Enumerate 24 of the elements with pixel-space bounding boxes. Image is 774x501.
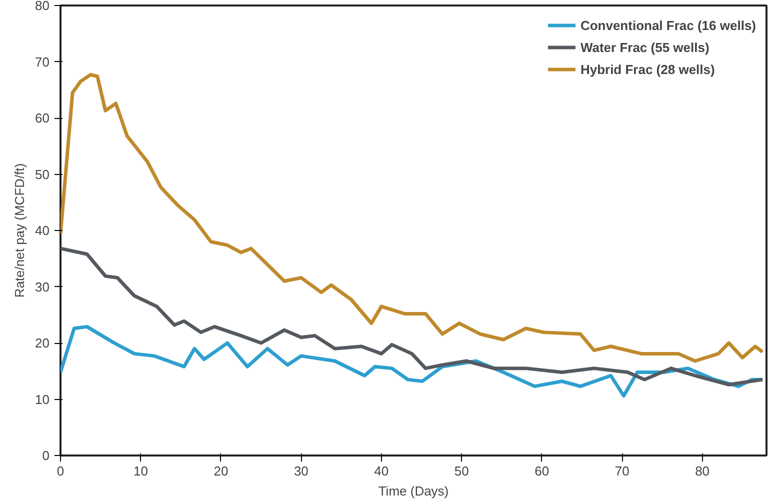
y-tick-label: 60: [35, 110, 50, 126]
x-tick-label: 70: [614, 464, 630, 478]
x-tick-label: 20: [214, 464, 228, 478]
x-tick-label: 50: [454, 464, 469, 478]
x-tick-label: 80: [695, 464, 710, 478]
y-axis-title: Rate/net pay (MCFD/ft): [12, 163, 28, 298]
x-tick-label: 0: [56, 464, 64, 478]
x-tick-label: 30: [294, 464, 308, 478]
x-axis-title: Time (Days): [378, 484, 449, 498]
x-tick-label: 40: [374, 464, 389, 478]
y-tick-label: 0: [42, 448, 50, 463]
line-series: [60, 246, 764, 386]
y-tick-label: 20: [35, 336, 50, 350]
legend-label: Water Frac (55 wells): [580, 40, 710, 54]
y-tick-label: 70: [35, 54, 50, 70]
y-tick-label: 40: [35, 223, 50, 238]
y-tick-label: 10: [35, 392, 50, 407]
legend-label: Hybrid Frac (28 wells): [580, 62, 715, 76]
y-tick-label: 30: [35, 279, 50, 294]
x-tick-label: 10: [133, 464, 148, 478]
legend-label: Conventional Frac (16 wells): [580, 18, 756, 32]
y-tick-label: 50: [35, 166, 50, 182]
x-tick-label: 60: [534, 464, 550, 478]
y-tick-label: 80: [35, 0, 50, 13]
